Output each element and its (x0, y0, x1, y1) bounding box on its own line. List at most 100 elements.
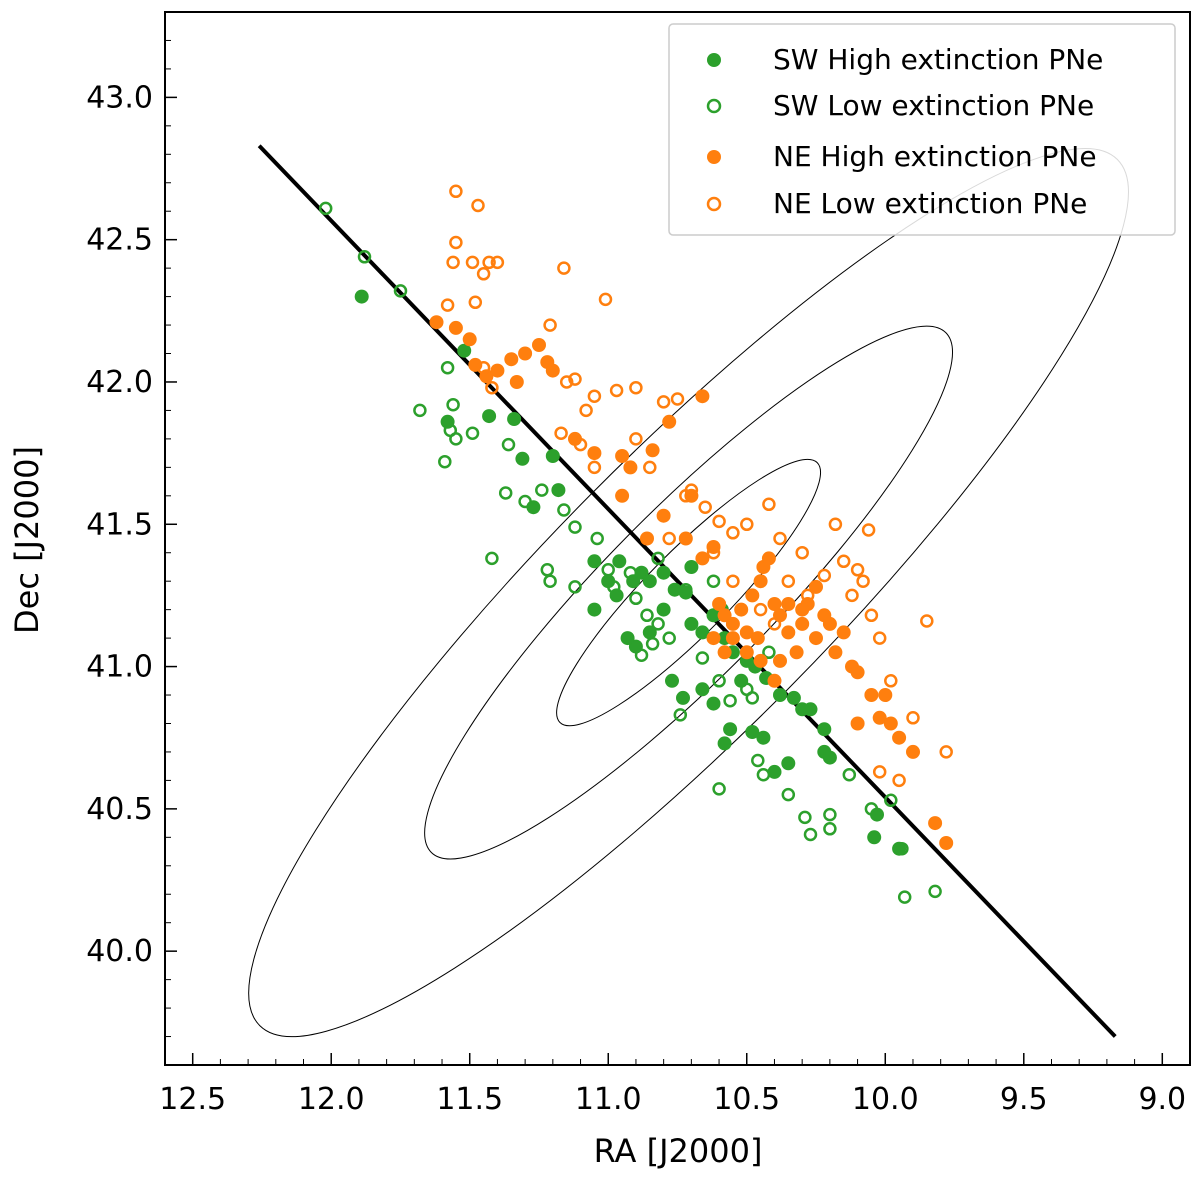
data-point (836, 625, 851, 640)
data-point (695, 625, 710, 640)
data-point (504, 352, 519, 367)
data-point (670, 392, 685, 406)
data-point (482, 409, 497, 424)
data-point (773, 531, 787, 546)
data-point (773, 688, 787, 702)
data-point (634, 648, 649, 662)
data-point (872, 631, 887, 645)
legend-label-sw-high: SW High extinction PNe (773, 43, 1103, 76)
data-point (642, 625, 657, 640)
data-point (554, 426, 568, 440)
data-point (756, 730, 771, 745)
data-point (446, 255, 460, 270)
data-point (753, 574, 768, 589)
data-point (895, 841, 909, 856)
data-point (662, 631, 676, 645)
data-point (620, 631, 635, 646)
series-ne-high-extinction-pne (429, 315, 954, 850)
data-point (476, 267, 491, 281)
data-point (767, 673, 782, 688)
data-point (587, 460, 602, 475)
data-point (795, 602, 810, 617)
data-point (739, 645, 754, 660)
data-point (684, 560, 699, 574)
data-point (750, 631, 765, 646)
data-point (856, 574, 870, 588)
data-point (809, 631, 823, 646)
data-point (684, 483, 699, 497)
data-point (440, 360, 455, 375)
data-point (762, 645, 776, 660)
data-point (939, 745, 953, 759)
y-tick-label: 41.0 (86, 650, 153, 685)
data-point (643, 460, 657, 475)
data-point (706, 545, 721, 560)
data-point (740, 517, 754, 532)
data-point (446, 397, 460, 412)
data-point (809, 579, 823, 594)
data-point (438, 454, 452, 469)
data-point (864, 688, 879, 702)
data-point (884, 793, 898, 808)
data-point (761, 551, 776, 566)
data-point (795, 616, 810, 631)
data-point (817, 722, 832, 737)
data-point (507, 412, 522, 426)
data-point (712, 514, 726, 529)
data-point (864, 608, 879, 623)
data-point (762, 497, 776, 512)
data-point (867, 830, 882, 845)
data-point (471, 198, 485, 213)
data-point (684, 616, 699, 631)
x-tick-label: 11.5 (436, 1082, 503, 1117)
data-point (706, 574, 721, 588)
x-tick-label: 9.5 (1000, 1082, 1048, 1117)
data-point (884, 674, 898, 688)
data-point (598, 292, 613, 307)
data-point (609, 383, 624, 398)
data-point (745, 588, 760, 603)
data-point (393, 284, 408, 298)
data-point (543, 574, 557, 588)
data-point (828, 645, 843, 660)
legend-marker-sw-high (707, 53, 721, 67)
data-point (568, 372, 582, 386)
data-point (587, 389, 602, 403)
data-point (579, 403, 593, 418)
data-point (629, 380, 643, 395)
data-point (928, 884, 942, 899)
data-point (518, 346, 533, 361)
y-tick-label: 42.5 (86, 223, 153, 258)
data-point (490, 255, 505, 270)
data-point (640, 608, 654, 623)
data-point (573, 437, 588, 452)
data-point (545, 363, 560, 378)
data-point (767, 764, 782, 779)
data-point (726, 526, 740, 540)
data-point (773, 653, 787, 668)
data-point (449, 235, 463, 250)
data-point (828, 517, 843, 532)
legend-marker-sw-low (706, 98, 722, 114)
x-tick-label: 12.5 (159, 1082, 226, 1117)
data-point (751, 753, 765, 768)
data-point (568, 520, 582, 534)
data-point (795, 702, 810, 717)
data-point (607, 580, 621, 594)
data-point (667, 582, 682, 597)
data-point (717, 608, 732, 623)
data-point (753, 653, 768, 668)
data-point (515, 451, 530, 466)
data-point (656, 508, 671, 523)
data-point (800, 588, 815, 603)
data-point (457, 343, 472, 358)
data-point (939, 836, 954, 850)
data-point (723, 722, 738, 737)
data-point (717, 736, 732, 751)
data-point (739, 625, 754, 640)
data-point (465, 255, 480, 270)
data-point (615, 488, 630, 503)
data-point (695, 651, 710, 665)
data-point (740, 682, 754, 697)
y-tick-label: 42.0 (86, 365, 153, 400)
